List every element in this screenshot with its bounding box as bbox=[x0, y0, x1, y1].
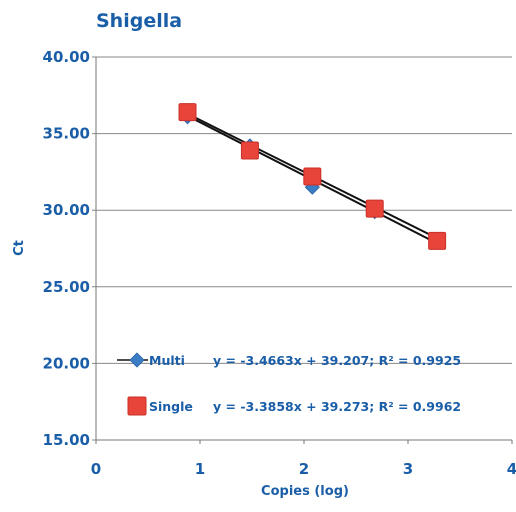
legend-label-single: Single bbox=[149, 399, 193, 414]
x-tick-label: 0 bbox=[91, 460, 101, 478]
x-tick-label: 3 bbox=[403, 460, 413, 478]
legend-equation-single: y = -3.3858x + 39.273; R² = 0.9962 bbox=[213, 399, 461, 414]
legend-label-multi: Multi bbox=[149, 353, 185, 368]
y-tick-label: 25.00 bbox=[43, 278, 90, 296]
y-tick-label: 20.00 bbox=[43, 354, 90, 372]
legend-marker-single bbox=[127, 396, 147, 416]
x-tick-label: 1 bbox=[195, 460, 205, 478]
chart-title: Shigella bbox=[96, 10, 182, 32]
point-single bbox=[240, 141, 259, 160]
y-axis-label: Ct bbox=[12, 240, 27, 256]
legend-marker-multi bbox=[129, 352, 145, 368]
y-tick-label: 15.00 bbox=[43, 431, 90, 449]
point-single bbox=[428, 231, 447, 250]
y-tick-label: 35.00 bbox=[43, 125, 90, 143]
y-tick-label: 40.00 bbox=[43, 48, 90, 66]
point-single bbox=[303, 167, 322, 186]
x-tick-label: 4 bbox=[507, 460, 516, 478]
point-single bbox=[178, 103, 197, 122]
legend-equation-multi: y = -3.4663x + 39.207; R² = 0.9925 bbox=[213, 353, 461, 368]
x-tick-label: 2 bbox=[299, 460, 309, 478]
y-tick-label: 30.00 bbox=[43, 201, 90, 219]
point-single bbox=[365, 199, 384, 218]
x-axis-label: Copies (log) bbox=[261, 484, 349, 499]
